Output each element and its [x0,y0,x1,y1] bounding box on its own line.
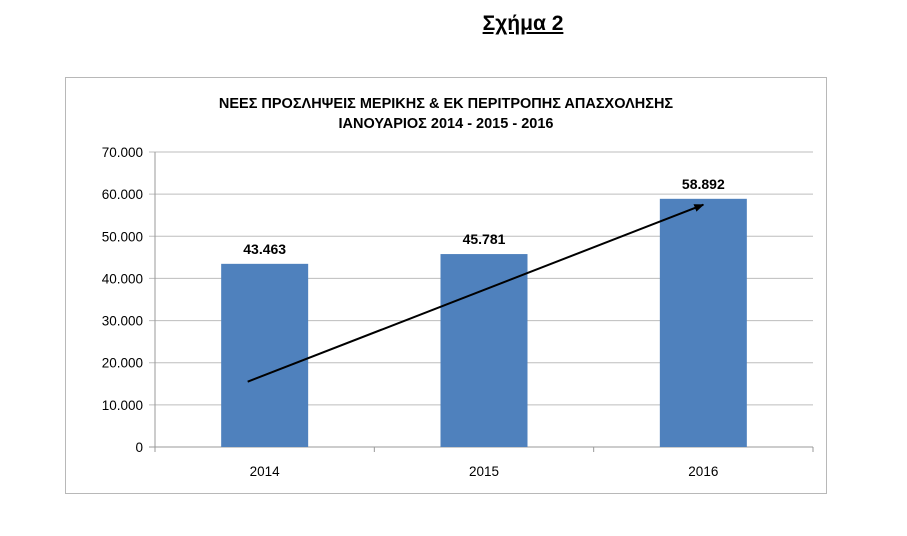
data-label: 58.892 [682,176,725,192]
x-tick-label: 2016 [688,464,718,479]
y-tick-label: 40.000 [102,271,143,286]
y-tick-label: 0 [135,440,143,455]
chart-title-line-2: ΙΑΝΟΥΑΡΙΟΣ 2014 - 2015 - 2016 [339,116,554,132]
y-tick-label: 60.000 [102,187,143,202]
y-tick-label: 50.000 [102,229,143,244]
bar-2016 [659,198,747,447]
y-tick-label: 70.000 [102,145,143,160]
figure-heading: Σχήμα 2 [482,12,564,35]
y-tick-label: 10.000 [102,398,143,413]
bar-2015 [440,254,528,447]
x-tick-label: 2015 [469,464,499,479]
y-tick-label: 30.000 [102,314,143,329]
chart-title-line-1: ΝΕΕΣ ΠΡΟΣΛΗΨΕΙΣ ΜΕΡΙΚΗΣ & ΕΚ ΠΕΡΙΤΡΟΠΗΣ … [219,96,674,112]
bar-2014 [221,263,309,447]
y-tick-label: 20.000 [102,356,143,371]
x-tick-label: 2014 [250,464,281,479]
data-label: 45.781 [463,231,506,247]
trend-arrow [247,203,705,383]
chart-frame [65,77,827,494]
data-label: 43.463 [243,241,286,257]
